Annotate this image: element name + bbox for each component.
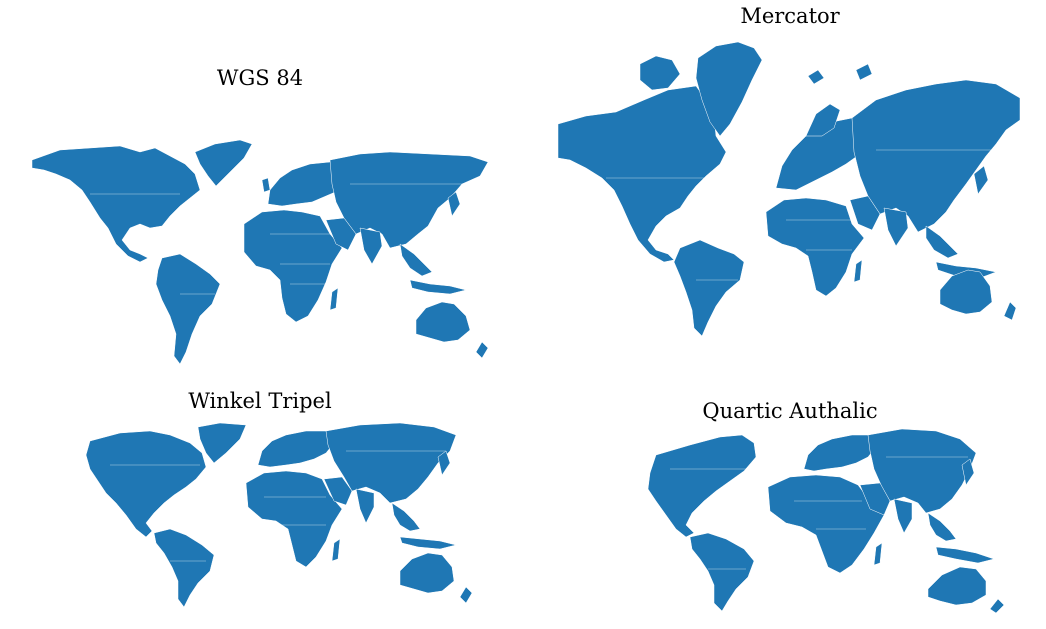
arctic-islands [639, 55, 681, 91]
africa [767, 474, 885, 574]
new-zealand [459, 586, 473, 604]
arabia [325, 217, 357, 251]
australia [415, 301, 471, 343]
new-zealand [989, 598, 1005, 614]
india [359, 227, 383, 265]
australia [399, 552, 455, 594]
madagascar [853, 259, 863, 283]
south-america [673, 239, 745, 337]
arabia [323, 476, 353, 506]
north-america [85, 430, 207, 538]
map-title-winkel-tripel: Winkel Tripel [188, 389, 332, 413]
world-map-quartic-authalic [590, 428, 1005, 614]
north-america [31, 145, 201, 263]
africa [243, 209, 343, 323]
europe [257, 430, 335, 468]
south-america [689, 532, 755, 612]
japan [973, 165, 989, 195]
south-america [155, 253, 221, 365]
arabia [849, 195, 881, 231]
map-panel-winkel-tripel: Winkel Tripel [20, 385, 500, 620]
indonesia [399, 536, 457, 550]
map-panel-wgs84: WGS 84 [20, 60, 500, 365]
india [883, 207, 909, 247]
map-title-mercator: Mercator [740, 4, 840, 28]
south-america [153, 528, 215, 608]
map-title-wgs84: WGS 84 [216, 66, 304, 90]
japan [447, 191, 461, 217]
svalbard [807, 69, 825, 85]
novaya-zemlya [855, 63, 873, 81]
australia [939, 269, 993, 315]
europe [803, 434, 877, 472]
india [355, 488, 375, 524]
madagascar [329, 287, 339, 311]
world-map-mercator [557, 41, 1021, 337]
north-america [647, 434, 757, 538]
asia [851, 79, 1021, 233]
map-panel-quartic-authalic: Quartic Authalic [550, 395, 1030, 620]
madagascar [331, 538, 341, 562]
indonesia [935, 546, 995, 564]
southeast-asia [925, 225, 959, 259]
india [893, 498, 913, 534]
map-title-quartic-authalic: Quartic Authalic [702, 399, 878, 423]
australia [927, 566, 987, 606]
world-map-wgs84 [31, 139, 489, 365]
new-zealand [475, 341, 489, 359]
north-america [557, 85, 727, 263]
africa [765, 197, 865, 297]
uk [261, 177, 271, 193]
madagascar [873, 542, 883, 566]
new-zealand [1003, 301, 1017, 321]
southeast-asia [391, 502, 421, 532]
japan [437, 450, 451, 476]
greenland [194, 139, 253, 187]
asia [867, 428, 977, 514]
southeast-asia [399, 243, 433, 277]
scandinavia [805, 103, 841, 137]
africa [245, 470, 343, 568]
southeast-asia [927, 512, 957, 542]
greenland [695, 41, 763, 137]
greenland [197, 422, 247, 464]
map-panel-mercator: Mercator [550, 0, 1030, 345]
arabia [859, 482, 891, 516]
japan [961, 458, 975, 486]
world-map-winkel-tripel [85, 422, 473, 608]
asia [325, 422, 457, 504]
indonesia [409, 279, 467, 295]
